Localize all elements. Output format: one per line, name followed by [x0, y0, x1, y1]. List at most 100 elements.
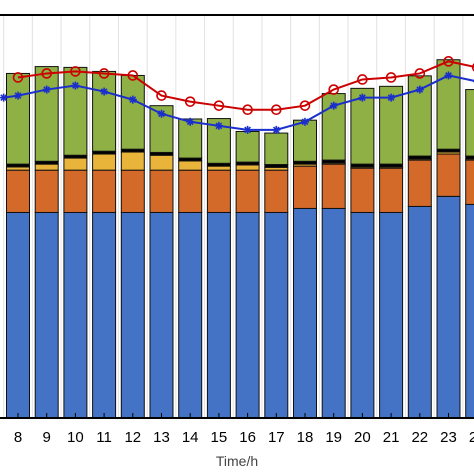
bar-segment [206, 118, 231, 164]
line-point [329, 101, 338, 110]
line-point [385, 72, 397, 83]
bar-segment [6, 169, 30, 213]
line-point [41, 68, 53, 79]
line-point [443, 56, 454, 67]
bar-segment [436, 153, 461, 197]
bar-segment [436, 59, 461, 150]
bar-segment [120, 169, 145, 213]
x-axis-label: Time/h [216, 453, 258, 469]
bar-segment [63, 157, 88, 171]
x-tick-label: 8 [14, 429, 22, 446]
bar-segment [293, 165, 317, 209]
x-tick-label: 23 [440, 429, 457, 446]
bar-segment [321, 163, 346, 209]
line-point [471, 63, 474, 72]
line-point [270, 104, 282, 115]
bar-segment [92, 153, 117, 171]
line-point [414, 68, 426, 79]
line-point [415, 85, 424, 94]
line-point [71, 81, 80, 90]
bar-segment [206, 169, 231, 213]
line-point [387, 93, 396, 102]
bar-segment [436, 195, 461, 419]
line-point [272, 125, 281, 134]
x-tick-label: 24 [469, 429, 474, 446]
bar-segment [120, 74, 145, 150]
bar-segment [264, 169, 289, 213]
bar-segment [149, 211, 174, 419]
bar-segment [264, 132, 289, 166]
bar-segment [34, 163, 59, 171]
bar-segment [63, 66, 88, 156]
line-point [14, 91, 22, 100]
bar-segment [350, 167, 375, 213]
bar-segment [149, 154, 174, 171]
bar-segment [92, 211, 117, 419]
bar-segment [92, 70, 117, 152]
x-tick-label: 10 [67, 429, 84, 446]
x-tick-label: 15 [211, 429, 228, 446]
bar-segment [6, 211, 30, 419]
bar-segment [465, 158, 474, 161]
line-point [328, 84, 340, 95]
bar-segment [350, 87, 375, 165]
bar-segment [293, 119, 317, 162]
bar-segment [6, 72, 30, 165]
line-point [242, 104, 253, 115]
bar-segment [34, 169, 59, 213]
bar-segment [235, 130, 260, 163]
bar-segment [120, 211, 145, 419]
bar-segment [63, 211, 88, 419]
bar-segment [407, 159, 432, 207]
x-tick-label: 20 [354, 429, 371, 446]
x-tick-label: 12 [124, 429, 141, 446]
lines [0, 56, 474, 134]
line-point [358, 93, 367, 102]
bar-segment [34, 211, 59, 419]
line-point [42, 85, 51, 94]
line-point [12, 72, 24, 83]
plot-border [0, 14, 474, 419]
x-tick-labels: 8 9 10 11 12 13 14 15 16 17 18 19 20 21 22 23 24 [14, 429, 474, 446]
bar-segment [235, 164, 260, 171]
grid [3, 15, 464, 418]
bar-segment [321, 207, 346, 419]
x-tick-label: 14 [182, 429, 199, 446]
line-point [243, 125, 252, 134]
line-point [186, 117, 195, 126]
bar-segment [465, 203, 474, 419]
bar-segment [178, 211, 203, 419]
line-point [100, 87, 109, 96]
line-point [299, 100, 311, 111]
series-line [3, 74, 474, 131]
bar-segment [149, 105, 174, 153]
line-point [0, 93, 8, 102]
bar-segment [92, 169, 117, 213]
x-tick-label: 16 [239, 429, 256, 446]
line-point [156, 90, 167, 101]
line-point [301, 117, 309, 126]
bar-segment [149, 169, 174, 213]
x-tick-label: 17 [268, 429, 285, 446]
bar-segment [465, 89, 474, 157]
line-point [127, 70, 139, 81]
bar-segment [379, 167, 404, 213]
bar-segment [465, 159, 474, 205]
bar-segment [63, 169, 88, 213]
line-point [157, 109, 166, 118]
bar-segment [120, 151, 145, 171]
bar-segment [235, 211, 260, 419]
line-point [213, 100, 225, 111]
bar-segment [264, 211, 289, 419]
bar-segment [206, 211, 231, 419]
x-tick-label: 21 [383, 429, 400, 446]
x-tick-label: 19 [325, 429, 342, 446]
bar-segment [293, 207, 317, 419]
x-tick-label: 18 [297, 429, 314, 446]
plot-frame [0, 14, 474, 419]
series-line [17, 60, 474, 111]
bar-segment [178, 169, 203, 213]
line-point [70, 66, 81, 77]
line-point [98, 68, 110, 79]
